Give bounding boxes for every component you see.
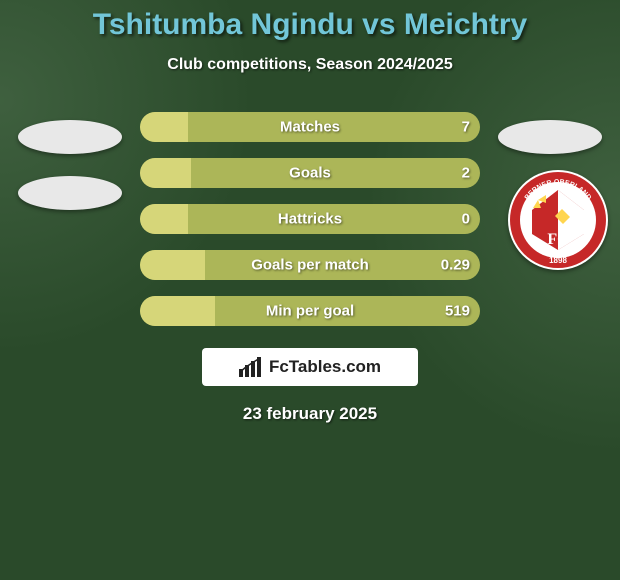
metric-label: Goals <box>289 165 331 182</box>
metric-label: Min per goal <box>266 303 354 320</box>
metric-value-right: 0.29 <box>441 257 470 274</box>
metric-bar: Hattricks 0 <box>140 204 480 234</box>
metric-bar: Goals per match 0.29 <box>140 250 480 280</box>
metric-bar-fill <box>140 250 205 280</box>
metric-label: Hattricks <box>278 211 342 228</box>
metric-bar-fill <box>140 204 188 234</box>
metric-bar-fill <box>140 296 215 326</box>
date-text: 23 february 2025 <box>0 404 620 424</box>
metric-label: Matches <box>280 119 340 136</box>
metric-bar: Goals 2 <box>140 158 480 188</box>
metric-bar-fill <box>140 158 191 188</box>
metric-value-right: 2 <box>462 165 470 182</box>
metric-bar-fill <box>140 112 188 142</box>
chart-icon <box>239 357 263 377</box>
metric-bar: Matches 7 <box>140 112 480 142</box>
metric-value-right: 0 <box>462 211 470 228</box>
metric-value-right: 7 <box>462 119 470 136</box>
metric-bar: Min per goal 519 <box>140 296 480 326</box>
metric-value-right: 519 <box>445 303 470 320</box>
subtitle: Club competitions, Season 2024/2025 <box>0 56 620 74</box>
brand-badge: FcTables.com <box>202 348 418 386</box>
brand-text: FcTables.com <box>269 357 381 377</box>
metric-label: Goals per match <box>251 257 369 274</box>
comparison-bars: Matches 7 Goals 2 Hattricks 0 Goals per match 0… <box>0 112 620 326</box>
page-title: Tshitumba Ngindu vs Meichtry <box>0 0 620 42</box>
